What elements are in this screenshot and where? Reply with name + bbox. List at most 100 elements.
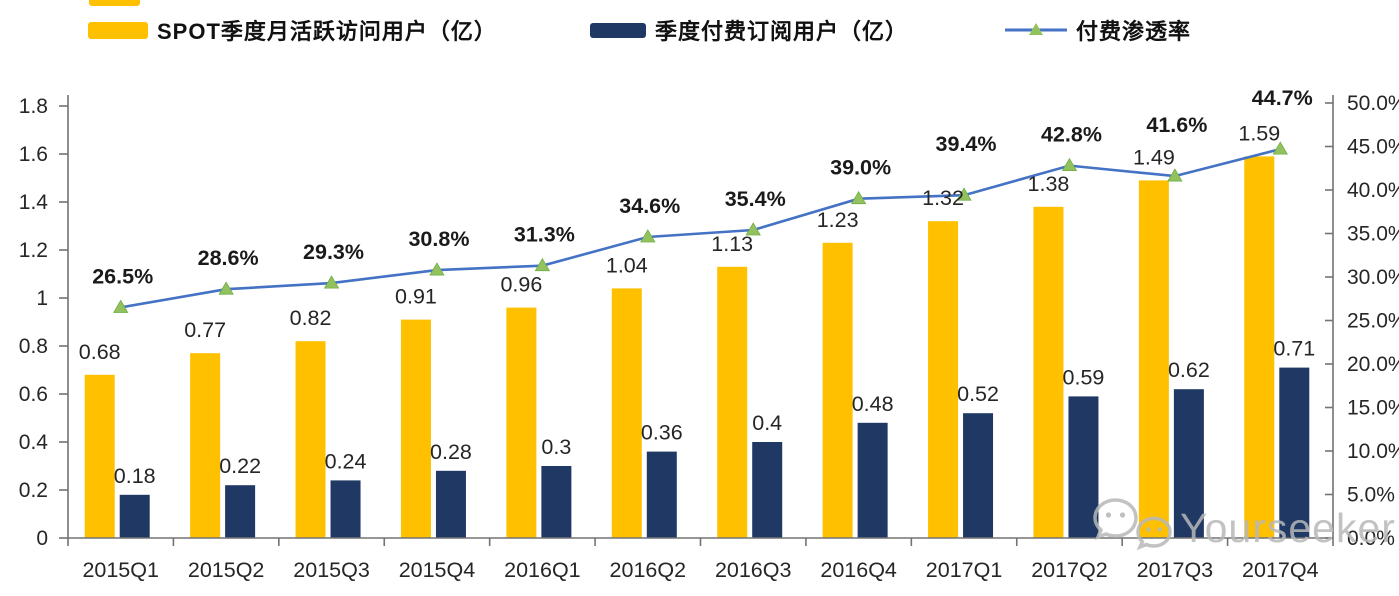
subscribers-legend-label: 季度付费订阅用户（亿） (655, 19, 909, 44)
penetration-marker (323, 275, 340, 289)
penetration-marker (218, 281, 234, 295)
x-axis-category-label: 2015Q3 (293, 558, 370, 582)
x-axis-category-label: 2016Q1 (504, 558, 581, 582)
mau-bar-label: 1.38 (1028, 172, 1070, 196)
penetration-line (120, 147, 1281, 309)
right-axis-tick-label: 30.0% (1347, 266, 1399, 289)
right-axis-tick-label: 5.0% (1347, 484, 1395, 507)
mau-bar-label: 1.49 (1133, 145, 1175, 169)
penetration-marker (640, 229, 656, 243)
x-axis-category-label: 2016Q4 (820, 558, 897, 582)
mau-bar (1138, 180, 1169, 538)
left-axis-tick-label: 0.4 (19, 431, 49, 454)
mau-bar-label: 0.96 (500, 273, 542, 297)
penetration-point-label: 26.5% (92, 264, 153, 288)
penetration-marker (429, 262, 445, 276)
right-axis-tick-label: 45.0% (1347, 136, 1399, 159)
subscribers-bar (541, 466, 572, 538)
legend-item-subscribers: 季度付费订阅用户（亿） (590, 15, 908, 45)
mau-bar-label: 0.77 (184, 318, 226, 342)
mau-bar (506, 307, 537, 538)
subscribers-bar-label: 0.52 (957, 382, 999, 406)
penetration-marker (534, 257, 551, 272)
subscribers-bar-label: 0.18 (114, 464, 156, 488)
subscribers-bar-label: 0.24 (325, 449, 367, 473)
legend-item-mau: SPOT季度月活跃访问用户（亿） (88, 15, 497, 45)
penetration-point-label: 29.3% (303, 240, 364, 264)
subscribers-bar-label: 0.71 (1273, 337, 1315, 361)
subscribers-bar (1279, 367, 1310, 538)
penetration-marker (1061, 157, 1078, 172)
x-axis-category-label: 2015Q4 (399, 558, 476, 582)
x-axis-category-label: 2017Q4 (1242, 558, 1319, 582)
right-axis-tick-label: 40.0% (1347, 179, 1399, 202)
left-axis-tick-label: 1 (36, 287, 48, 310)
left-axis-tick-label: 1.6 (19, 143, 48, 166)
subscribers-bar (119, 494, 150, 538)
subscribers-bar-label: 0.62 (1168, 358, 1210, 382)
left-axis-tick-label: 1.4 (19, 191, 49, 214)
left-axis-tick-label: 0.6 (19, 383, 48, 406)
mau-bar (717, 266, 748, 538)
mau-bar-label: 0.68 (79, 340, 121, 364)
penetration-marker (745, 222, 761, 236)
mau-legend-label: SPOT季度月活跃访问用户（亿） (157, 19, 497, 44)
mau-bar-label: 1.23 (817, 208, 859, 232)
penetration-marker (850, 190, 867, 205)
subscribers-bar-label: 0.59 (1063, 365, 1105, 389)
left-axis-tick-label: 0.8 (19, 335, 48, 358)
penetration-point-label: 35.4% (725, 187, 786, 211)
right-axis-tick-label: 35.0% (1347, 223, 1399, 246)
penetration-marker (1272, 141, 1288, 155)
right-axis-tick-label: 15.0% (1347, 397, 1399, 420)
subscribers-bar (646, 451, 677, 538)
left-axis-tick-label: 1.2 (19, 239, 48, 262)
mau-bar-label: 1.13 (711, 232, 753, 256)
x-axis-category-label: 2017Q3 (1137, 558, 1214, 582)
left-axis-tick-label: 0.2 (19, 479, 48, 502)
penetration-point-label: 34.6% (619, 194, 680, 218)
x-axis-category-label: 2017Q1 (926, 558, 1003, 582)
penetration-point-label: 30.8% (408, 227, 469, 251)
cropped-yellow-artifact (89, 0, 140, 6)
subscribers-bar (435, 470, 466, 538)
mau-bar (1033, 206, 1064, 539)
subscribers-bar-label: 0.48 (852, 392, 894, 416)
legend-item-penetration: 付费渗透率 (1005, 15, 1191, 45)
right-axis-tick-label: 50.0% (1347, 92, 1399, 115)
mau-bar (928, 221, 959, 538)
mau-bar-label: 1.04 (606, 253, 648, 277)
penetration-point-label: 44.7% (1252, 86, 1313, 110)
penetration-marker (113, 299, 129, 313)
penetration-point-label: 41.6% (1146, 113, 1207, 137)
x-axis-category-label: 2016Q2 (610, 558, 687, 582)
subscribers-bar-label: 0.28 (430, 440, 472, 464)
subscribers-bar (857, 422, 888, 538)
x-axis-category-label: 2016Q3 (715, 558, 792, 582)
penetration-point-label: 28.6% (198, 246, 259, 270)
mau-bar-label: 1.59 (1238, 121, 1280, 145)
mau-bar (295, 341, 326, 538)
mau-bar (611, 288, 642, 538)
mau-bar-label: 0.82 (290, 306, 332, 330)
penetration-point-label: 31.3% (514, 223, 575, 247)
subscribers-bar (225, 485, 256, 538)
x-axis-category-label: 2015Q2 (188, 558, 265, 582)
subscribers-bar (963, 413, 994, 538)
penetration-legend-label: 付费渗透率 (1076, 19, 1192, 44)
subscribers-bar (752, 442, 783, 538)
right-axis-tick-label: 0.0% (1347, 527, 1395, 550)
mau-bar (190, 353, 221, 538)
penetration-point-label: 39.0% (830, 156, 891, 180)
mau-legend-swatch (88, 21, 148, 39)
left-axis-tick-label: 0 (36, 527, 48, 550)
line-marker-legend-icon (1005, 23, 1067, 35)
mau-bar (84, 374, 115, 538)
x-axis-category-label: 2017Q2 (1031, 558, 1108, 582)
mau-bar (1244, 156, 1275, 538)
penetration-marker (956, 187, 972, 201)
right-axis-tick-label: 25.0% (1347, 310, 1399, 333)
right-axis-tick-label: 20.0% (1347, 353, 1399, 376)
left-axis-tick-label: 1.8 (19, 95, 48, 118)
